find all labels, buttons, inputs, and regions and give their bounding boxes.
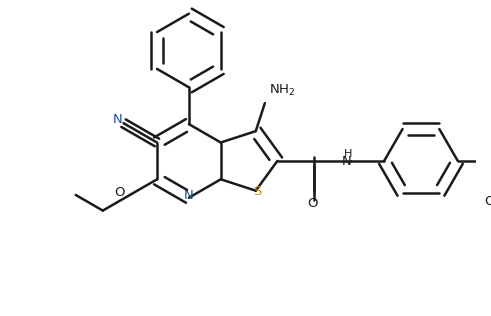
Text: NH$_2$: NH$_2$	[269, 83, 296, 98]
Text: H: H	[344, 149, 353, 159]
Text: N: N	[184, 189, 194, 202]
Text: O: O	[307, 197, 318, 210]
Text: N: N	[113, 113, 123, 126]
Text: O: O	[114, 185, 125, 198]
Text: N: N	[341, 155, 351, 168]
Text: S: S	[253, 185, 262, 198]
Text: O: O	[485, 195, 491, 208]
